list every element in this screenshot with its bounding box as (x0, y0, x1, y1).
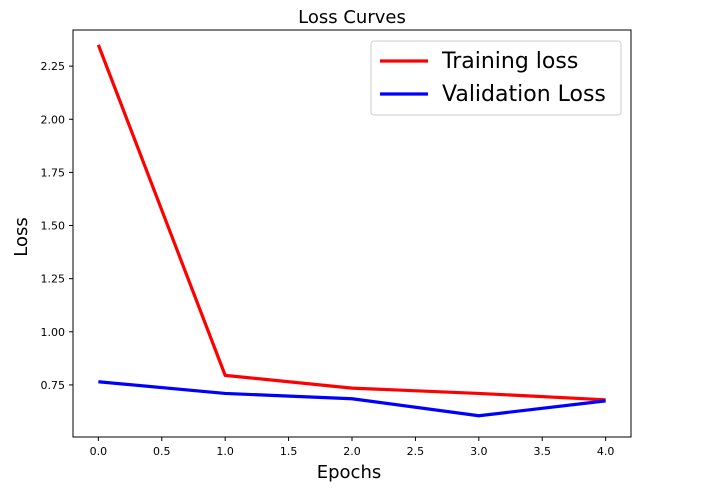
y-tick-label: 1.75 (41, 166, 66, 179)
y-tick-label: 0.75 (41, 379, 66, 392)
y-tick-label: 1.50 (41, 220, 66, 233)
x-tick-label: 1.0 (216, 445, 234, 458)
x-tick-label: 3.0 (470, 445, 488, 458)
x-tick-label: 4.0 (597, 445, 615, 458)
legend-label-validation-loss: Validation Loss (442, 82, 606, 107)
x-tick-label: 2.5 (407, 445, 425, 458)
x-axis-label: Epochs (317, 462, 382, 483)
x-tick-label: 3.5 (533, 445, 551, 458)
y-axis-ticks: 0.75 1.00 1.25 1.50 1.75 2.00 2.25 (41, 60, 73, 392)
series-line-validation-loss (98, 380, 606, 418)
legend-box (370, 40, 622, 116)
y-tick-label: 1.00 (41, 326, 66, 339)
legend-label-training-loss: Training loss (441, 49, 578, 74)
y-axis-label: Loss (11, 217, 32, 256)
x-tick-label: 1.5 (280, 445, 298, 458)
x-tick-label: 0.0 (90, 445, 108, 458)
series-line-training-loss (96, 44, 606, 402)
y-tick-label: 2.00 (41, 113, 66, 126)
y-tick-label: 2.25 (41, 60, 66, 73)
chart-title: Loss Curves (298, 7, 406, 28)
y-tick-label: 1.25 (41, 273, 66, 286)
x-tick-label: 2.0 (343, 445, 361, 458)
series-lines (96, 44, 606, 418)
x-axis-ticks: 0.0 0.5 1.0 1.5 2.0 2.5 3.0 3.5 4.0 (90, 437, 615, 458)
legend: Training loss Validation Loss (370, 40, 622, 116)
x-tick-label: 0.5 (153, 445, 171, 458)
